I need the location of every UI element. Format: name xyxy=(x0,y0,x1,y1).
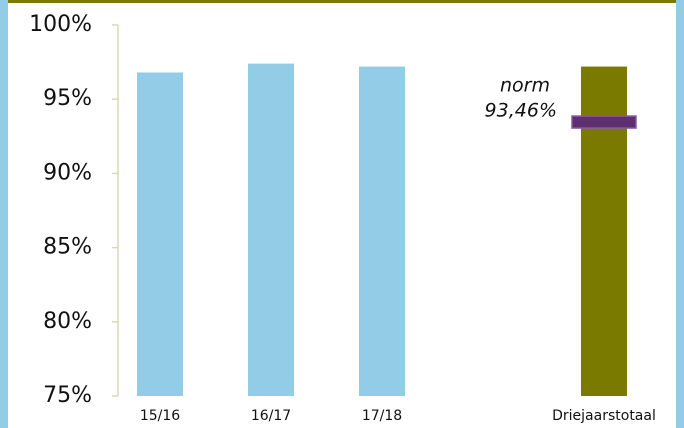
plot-background xyxy=(8,0,676,428)
y-tick-label: 75% xyxy=(43,383,92,408)
y-tick-label: 100% xyxy=(29,12,92,37)
y-tick-label: 80% xyxy=(43,309,92,334)
bar xyxy=(137,72,183,396)
x-tick-label: 17/18 xyxy=(362,408,402,424)
norm-marker xyxy=(571,115,637,129)
y-tick-label: 90% xyxy=(43,160,92,185)
bar xyxy=(359,66,405,396)
norm-value-label: 93,46% xyxy=(485,100,557,122)
x-tick-label: 15/16 xyxy=(140,408,180,424)
norm-label: norm xyxy=(500,75,550,97)
x-tick-label: Driejaarstotaal xyxy=(552,408,656,424)
bar xyxy=(248,63,294,397)
y-tick-label: 85% xyxy=(43,235,92,260)
top-border xyxy=(8,0,676,3)
x-tick-label: 16/17 xyxy=(251,408,291,424)
y-tick-label: 95% xyxy=(43,86,92,111)
